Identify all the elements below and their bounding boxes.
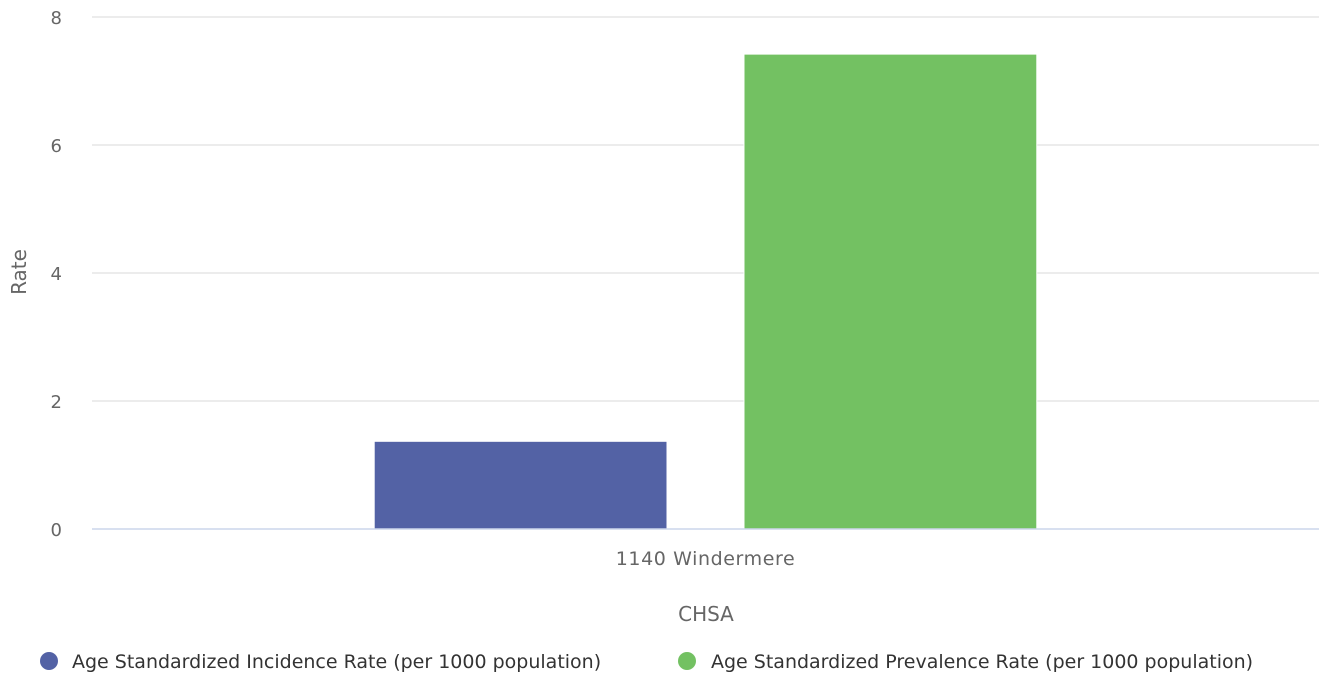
bar-incidence[interactable] <box>373 440 668 530</box>
legend-label-prevalence: Age Standardized Prevalence Rate (per 10… <box>711 651 1253 673</box>
x-axis-title: CHSA <box>678 602 734 626</box>
legend-marker-prevalence <box>678 652 696 670</box>
y-axis-ticks: 0 2 4 6 8 <box>51 8 62 541</box>
y-tick-label: 6 <box>51 136 62 157</box>
bar-prevalence[interactable] <box>743 53 1038 530</box>
legend: Age Standardized Incidence Rate (per 100… <box>40 651 1253 673</box>
legend-label-incidence: Age Standardized Incidence Rate (per 100… <box>72 651 601 673</box>
legend-marker-incidence <box>40 652 58 670</box>
y-axis-title: Rate <box>7 249 31 295</box>
y-tick-label: 4 <box>51 264 62 285</box>
x-axis-ticks: 1140 Windermere <box>616 548 796 570</box>
x-tick-label: 1140 Windermere <box>616 548 796 570</box>
grid-lines <box>92 16 1319 402</box>
y-tick-label: 0 <box>51 520 62 541</box>
bars <box>373 53 1038 530</box>
y-tick-label: 8 <box>51 8 62 29</box>
legend-item-incidence[interactable]: Age Standardized Incidence Rate (per 100… <box>40 651 601 673</box>
y-tick-label: 2 <box>51 392 62 413</box>
legend-item-prevalence[interactable]: Age Standardized Prevalence Rate (per 10… <box>678 651 1253 673</box>
